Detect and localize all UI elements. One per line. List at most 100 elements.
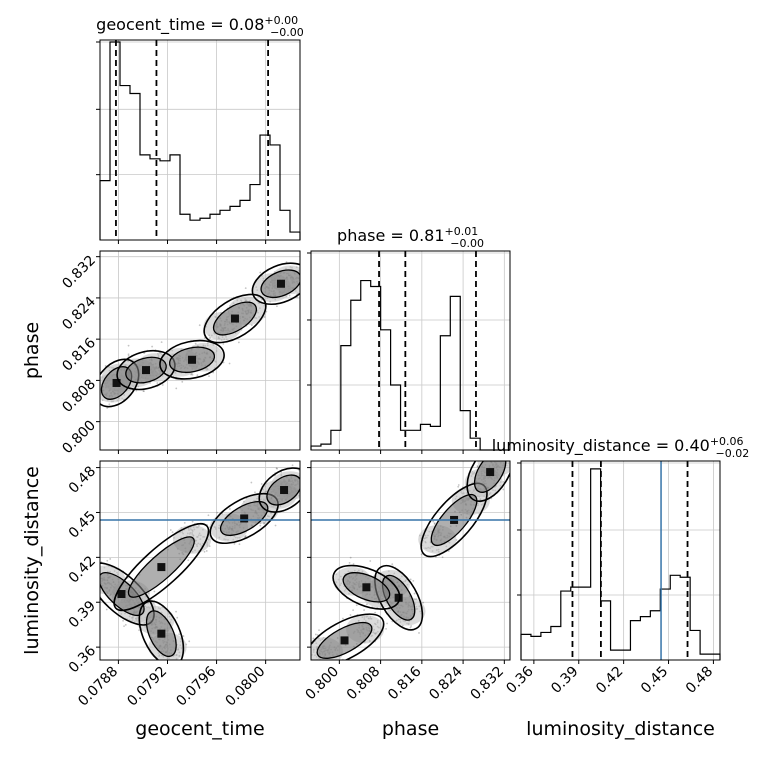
sample-point [198,324,201,327]
sample-point [143,352,146,354]
sample-point [369,560,372,562]
axes-frame [99,39,301,241]
sample-point [433,523,436,525]
sample-point [209,336,211,339]
title-upper-error: +0.01 [445,225,479,238]
sample-point [500,459,502,461]
sample-point [81,582,83,584]
sample-point [366,603,368,606]
axes-frame [310,460,511,661]
title-upper-error: +0.06 [710,435,744,448]
sample-point [90,589,92,591]
sample-point [301,290,303,292]
sample-point [409,626,412,629]
sample-point [156,382,159,384]
sample-point [509,459,511,461]
sample-point [176,616,179,619]
y-axis-label: phase [21,322,43,379]
sample-point [291,464,294,467]
sample-point [296,667,298,669]
sample-point [420,553,423,556]
contour-outer [311,613,385,660]
histogram-step [520,468,721,660]
contour-outer [251,262,300,306]
sample-point [127,353,130,356]
sample-point [515,459,517,461]
sample-point [501,458,503,460]
sample-point [97,577,99,579]
y-tick-label: 0.816 [59,335,99,375]
sample-point [171,531,174,533]
sample-point [418,632,420,634]
y-tick-label: 0.824 [59,294,99,334]
x-tick-label: 0.816 [385,663,425,703]
sample-point [106,559,109,562]
sample-point [487,454,489,456]
density-peak [276,279,285,288]
x-tick-label: 0.0796 [173,663,219,709]
sample-point [318,629,320,631]
sample-point [105,608,108,611]
sample-point [288,294,291,297]
sample-point [212,371,215,374]
sample-point [175,387,178,390]
panel-geocent_time_phase [96,250,303,454]
density-peak [188,355,197,364]
y-tick-label: 0.808 [59,376,99,416]
panel-title: geocent_time = 0.08+0.00 −0.00 [96,14,304,39]
axes-frame [99,460,301,661]
sample-point [503,458,505,460]
sample-point [142,390,145,392]
sample-point [91,579,93,581]
x-tick-label: 0.45 [638,664,671,697]
contour-outer [374,564,424,631]
density-phase_luminosity_distance [296,445,518,672]
sample-point [385,628,387,630]
sample-point [457,485,460,488]
sample-point [374,611,377,614]
sample-point [160,341,163,344]
sample-point [138,629,141,632]
sample-point [497,456,499,458]
sample-point [342,617,344,620]
sample-point [492,457,494,459]
sample-point [305,654,307,656]
sample-point [300,471,302,473]
sample-point [363,609,365,611]
sample-point [320,662,322,664]
x-tick-label: 0.832 [467,664,507,704]
sample-point [228,362,231,365]
sample-point [182,635,185,637]
title-main: phase = 0.81 [337,226,444,245]
density-geocent_time_luminosity_distance [81,464,302,660]
title-main: geocent_time = 0.08 [96,15,264,35]
sample-point [485,451,487,453]
histogram-step [99,41,301,240]
sample-point [352,609,355,612]
sample-point [250,481,253,484]
contour-outer [138,600,185,660]
sample-point [488,445,490,447]
sample-point [501,456,503,458]
sample-point [319,670,321,672]
sample-point [498,455,500,457]
sample-point [175,610,177,613]
contour-outer [466,461,510,502]
sample-point [301,270,303,272]
sample-point [516,456,518,458]
sample-point [316,661,318,663]
sample-point [233,542,236,545]
sample-point [259,271,262,274]
sample-point [355,604,358,607]
sample-point [352,563,355,565]
y-tick-label: 0.45 [66,508,99,541]
x-tick-label: 0.48 [683,664,716,697]
panel-phase_luminosity_distance [296,445,518,672]
title-lower-error: −0.00 [450,237,484,250]
density-peak [117,590,126,599]
x-axis-label: phase [382,718,439,740]
sample-point [106,407,109,409]
density-peak [280,486,289,495]
sample-point [498,455,500,457]
